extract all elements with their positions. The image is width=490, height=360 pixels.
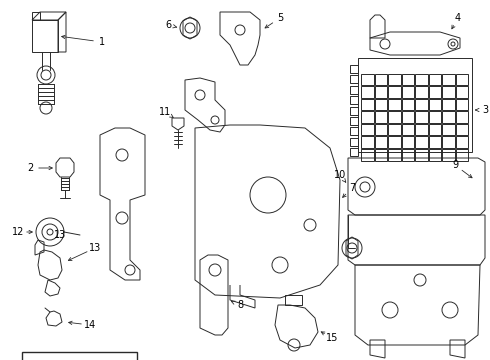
Bar xyxy=(428,99,441,110)
Bar xyxy=(374,124,387,135)
Text: 13: 13 xyxy=(54,230,66,240)
Bar xyxy=(456,86,468,98)
Text: 15: 15 xyxy=(326,333,338,343)
Bar xyxy=(374,99,387,110)
Bar xyxy=(361,124,373,135)
Text: 9: 9 xyxy=(452,160,458,170)
Bar xyxy=(415,111,427,123)
Text: 4: 4 xyxy=(455,13,461,23)
Text: 2: 2 xyxy=(27,163,33,173)
Bar xyxy=(415,136,427,148)
Bar xyxy=(401,111,414,123)
Text: 1: 1 xyxy=(99,37,105,47)
Text: 8: 8 xyxy=(237,300,243,310)
Bar xyxy=(22,352,137,360)
Text: 3: 3 xyxy=(482,105,488,115)
Bar xyxy=(374,73,387,85)
Bar xyxy=(428,124,441,135)
Bar xyxy=(442,124,455,135)
Bar xyxy=(415,73,427,85)
Text: 12: 12 xyxy=(12,227,24,237)
Bar xyxy=(401,136,414,148)
Bar xyxy=(456,111,468,123)
Bar xyxy=(442,136,455,148)
Text: 6: 6 xyxy=(165,20,171,30)
Bar xyxy=(361,111,373,123)
Bar xyxy=(401,86,414,98)
Bar xyxy=(388,86,400,98)
Bar xyxy=(415,124,427,135)
Bar xyxy=(428,136,441,148)
Bar xyxy=(401,149,414,161)
Bar xyxy=(374,86,387,98)
Bar xyxy=(374,136,387,148)
Bar xyxy=(456,136,468,148)
Bar xyxy=(388,124,400,135)
Bar xyxy=(361,86,373,98)
Bar xyxy=(442,99,455,110)
Bar xyxy=(442,73,455,85)
Text: 14: 14 xyxy=(84,320,96,330)
Bar xyxy=(388,73,400,85)
Text: 13: 13 xyxy=(89,243,101,253)
Bar xyxy=(401,124,414,135)
Bar xyxy=(442,86,455,98)
Bar xyxy=(388,99,400,110)
Text: 10: 10 xyxy=(334,170,346,180)
Bar xyxy=(374,111,387,123)
Bar xyxy=(428,111,441,123)
Bar xyxy=(428,149,441,161)
Text: 7: 7 xyxy=(349,183,355,193)
Bar xyxy=(388,111,400,123)
Bar xyxy=(374,149,387,161)
Bar xyxy=(361,149,373,161)
Bar xyxy=(401,73,414,85)
Bar xyxy=(456,149,468,161)
Text: 5: 5 xyxy=(277,13,283,23)
Bar xyxy=(388,149,400,161)
Bar xyxy=(415,99,427,110)
Bar xyxy=(415,149,427,161)
Bar xyxy=(361,136,373,148)
Bar xyxy=(456,124,468,135)
Text: 11: 11 xyxy=(159,107,171,117)
Bar xyxy=(401,99,414,110)
Bar xyxy=(428,86,441,98)
Bar xyxy=(361,73,373,85)
Bar xyxy=(456,99,468,110)
Bar xyxy=(428,73,441,85)
Bar xyxy=(442,111,455,123)
Bar xyxy=(456,73,468,85)
Bar xyxy=(415,86,427,98)
Bar xyxy=(442,149,455,161)
Bar xyxy=(361,99,373,110)
Bar xyxy=(388,136,400,148)
